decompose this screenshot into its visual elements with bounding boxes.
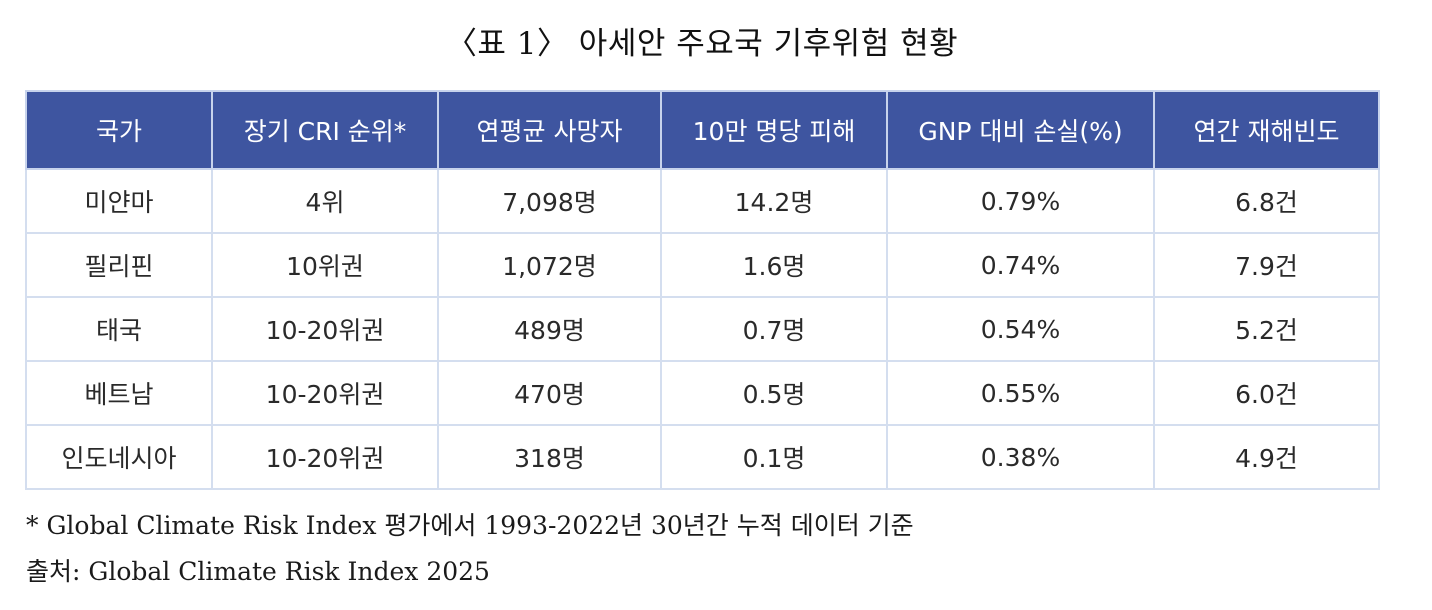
header-row: 국가 장기 CRI 순위* 연평균 사망자 10만 명당 피해 GNP 대비 손… [25,90,1380,170]
cell-cri-rank: 10-20위권 [211,360,439,426]
cell-annual-deaths: 1,072명 [437,232,662,298]
table-notes: * Global Climate Risk Index 평가에서 1993-20… [26,503,914,595]
cell-annual-deaths: 489명 [437,296,662,362]
table-row: 미얀마 4위 7,098명 14.2명 0.79% 6.8건 [25,168,1380,234]
cell-country: 필리핀 [25,232,213,298]
cell-gnp-loss: 0.38% [886,424,1155,490]
header-cri-rank: 장기 CRI 순위* [211,90,439,170]
cell-annual-disasters: 7.9건 [1153,232,1380,298]
cell-country: 인도네시아 [25,424,213,490]
cell-damage-per-100k: 1.6명 [660,232,888,298]
cell-annual-disasters: 4.9건 [1153,424,1380,490]
table-row: 필리핀 10위권 1,072명 1.6명 0.74% 7.9건 [25,232,1380,298]
cell-damage-per-100k: 0.1명 [660,424,888,490]
cell-annual-disasters: 6.8건 [1153,168,1380,234]
cell-annual-deaths: 470명 [437,360,662,426]
cell-gnp-loss: 0.79% [886,168,1155,234]
cell-annual-disasters: 6.0건 [1153,360,1380,426]
cell-cri-rank: 10-20위권 [211,296,439,362]
header-annual-deaths: 연평균 사망자 [437,90,662,170]
cell-damage-per-100k: 14.2명 [660,168,888,234]
cell-gnp-loss: 0.55% [886,360,1155,426]
table-row: 베트남 10-20위권 470명 0.5명 0.55% 6.0건 [25,360,1380,426]
header-gnp-loss: GNP 대비 손실(%) [886,90,1155,170]
cell-cri-rank: 10위권 [211,232,439,298]
cell-annual-deaths: 318명 [437,424,662,490]
table-title: 〈표 1〉 아세안 주요국 기후위험 현황 [445,26,959,62]
cell-annual-deaths: 7,098명 [437,168,662,234]
table-row: 태국 10-20위권 489명 0.7명 0.54% 5.2건 [25,296,1380,362]
climate-risk-table: 국가 장기 CRI 순위* 연평균 사망자 10만 명당 피해 GNP 대비 손… [25,90,1380,490]
cell-country: 미얀마 [25,168,213,234]
cell-country: 베트남 [25,360,213,426]
cell-annual-disasters: 5.2건 [1153,296,1380,362]
header-damage-per-100k: 10만 명당 피해 [660,90,888,170]
cell-damage-per-100k: 0.5명 [660,360,888,426]
header-country: 국가 [25,90,213,170]
table-row: 인도네시아 10-20위권 318명 0.1명 0.38% 4.9건 [25,424,1380,490]
header-annual-disasters: 연간 재해빈도 [1153,90,1380,170]
cell-cri-rank: 10-20위권 [211,424,439,490]
cell-gnp-loss: 0.54% [886,296,1155,362]
cell-gnp-loss: 0.74% [886,232,1155,298]
cell-country: 태국 [25,296,213,362]
cell-cri-rank: 4위 [211,168,439,234]
source-note: 출처: Global Climate Risk Index 2025 [26,557,490,586]
footnote: * Global Climate Risk Index 평가에서 1993-20… [26,511,914,540]
cell-damage-per-100k: 0.7명 [660,296,888,362]
